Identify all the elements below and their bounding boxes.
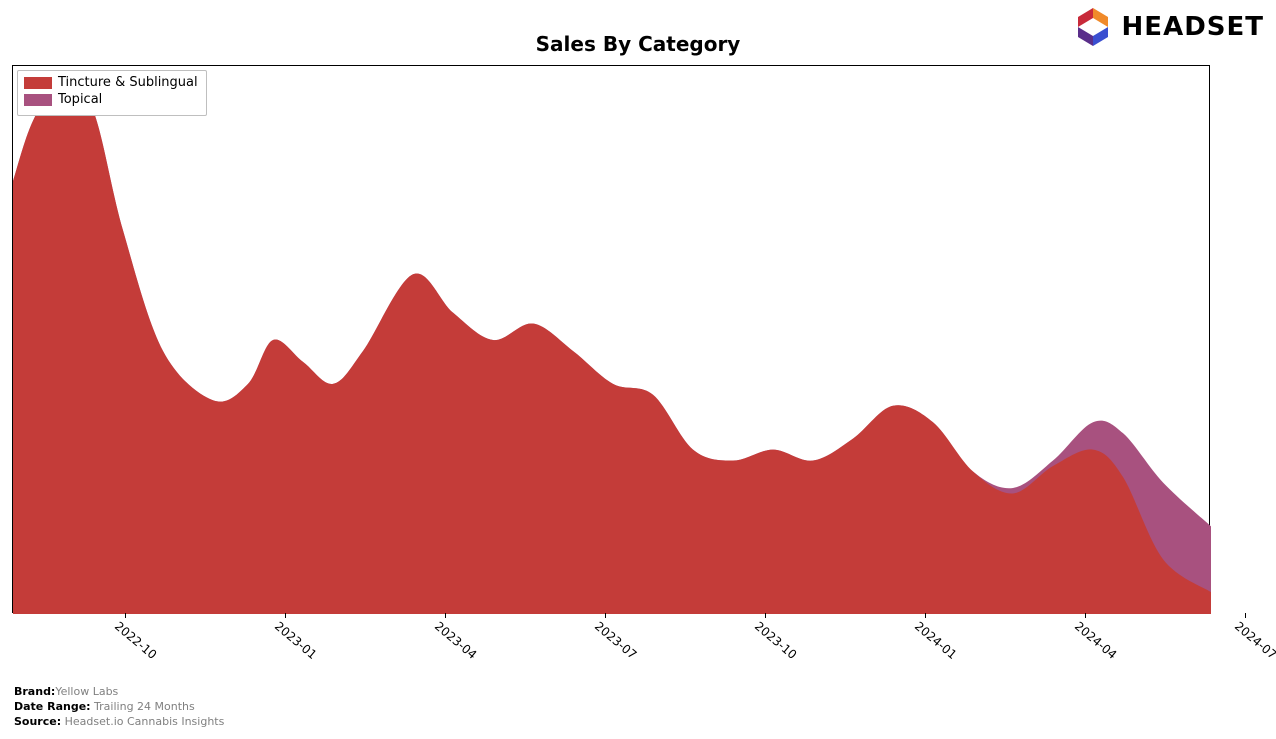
x-tick-mark xyxy=(1085,613,1086,618)
brand-logo-text: HEADSET xyxy=(1122,12,1264,42)
chart-container: Sales By Category HEADSET Tincture & Sub… xyxy=(0,0,1276,739)
x-tick-mark xyxy=(125,613,126,618)
x-tick-mark xyxy=(765,613,766,618)
x-tick-mark xyxy=(1245,613,1246,618)
meta-line-1: Date Range: Trailing 24 Months xyxy=(14,700,224,715)
x-tick-label: 2024-07 xyxy=(1232,619,1276,662)
legend-label-0: Tincture & Sublingual xyxy=(58,75,198,92)
meta-value-1: Trailing 24 Months xyxy=(91,700,195,713)
x-tick-label: 2024-04 xyxy=(1072,619,1119,662)
meta-value-0: Yellow Labs xyxy=(55,685,118,698)
x-tick-label: 2024-01 xyxy=(912,619,959,662)
headset-logo-icon xyxy=(1072,6,1114,48)
chart-metadata: Brand:Yellow LabsDate Range: Trailing 24… xyxy=(14,685,224,730)
plot-area xyxy=(12,65,1210,613)
meta-label-1: Date Range: xyxy=(14,700,91,713)
legend: Tincture & SublingualTopical xyxy=(17,70,207,116)
x-tick-label: 2023-07 xyxy=(592,619,639,662)
x-tick-label: 2023-10 xyxy=(752,619,799,662)
meta-line-2: Source: Headset.io Cannabis Insights xyxy=(14,715,224,730)
legend-label-1: Topical xyxy=(58,92,102,109)
meta-label-2: Source: xyxy=(14,715,61,728)
x-tick-mark xyxy=(925,613,926,618)
legend-item-0: Tincture & Sublingual xyxy=(24,75,198,92)
legend-swatch-0 xyxy=(24,77,52,89)
brand-logo: HEADSET xyxy=(1072,6,1264,48)
area-chart xyxy=(13,66,1211,614)
x-tick-label: 2023-04 xyxy=(432,619,479,662)
x-axis-ticks: 2022-10 2023-01 2023-04 2023-07 2023-10 2024-… xyxy=(0,619,1276,679)
x-tick-label: 2023-01 xyxy=(272,619,319,662)
legend-item-1: Topical xyxy=(24,92,198,109)
legend-swatch-1 xyxy=(24,94,52,106)
x-tick-mark xyxy=(445,613,446,618)
meta-label-0: Brand: xyxy=(14,685,55,698)
meta-value-2: Headset.io Cannabis Insights xyxy=(61,715,224,728)
x-tick-mark xyxy=(285,613,286,618)
x-tick-label: 2022-10 xyxy=(112,619,159,662)
meta-line-0: Brand:Yellow Labs xyxy=(14,685,224,700)
area-series-0 xyxy=(13,77,1211,614)
x-tick-mark xyxy=(605,613,606,618)
